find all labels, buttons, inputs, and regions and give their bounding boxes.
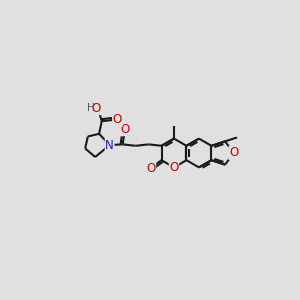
Text: O: O — [112, 113, 122, 126]
Text: H: H — [87, 103, 95, 113]
Text: O: O — [169, 161, 178, 174]
Text: O: O — [120, 123, 129, 136]
Text: O: O — [146, 162, 156, 175]
Text: O: O — [92, 102, 101, 115]
Text: N: N — [105, 139, 114, 152]
Text: O: O — [229, 146, 238, 160]
